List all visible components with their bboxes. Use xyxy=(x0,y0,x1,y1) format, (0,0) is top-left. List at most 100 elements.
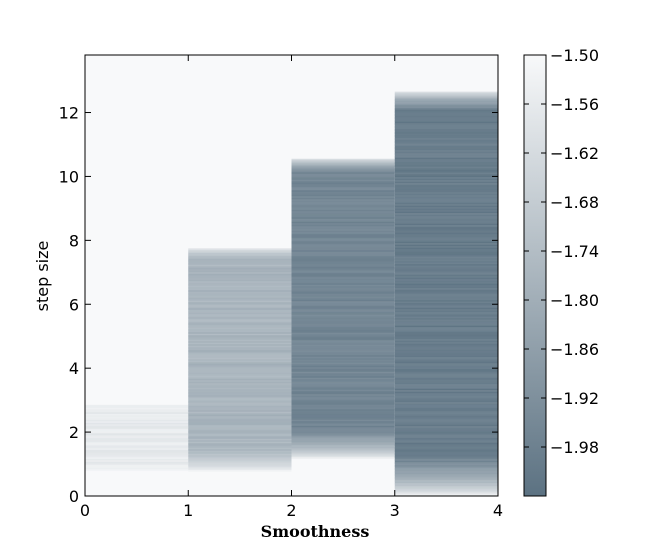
heatmap-cell xyxy=(394,235,498,238)
heatmap-cell xyxy=(291,404,395,407)
heatmap-cell xyxy=(291,338,395,341)
heatmap-cell xyxy=(188,363,292,366)
heatmap-cell xyxy=(394,364,498,367)
heatmap-cell xyxy=(394,426,498,428)
heatmap-cell xyxy=(394,322,498,325)
heatmap-cell xyxy=(188,452,292,455)
heatmap-cell xyxy=(291,209,395,212)
heatmap-cell xyxy=(85,439,189,442)
heatmap-cell xyxy=(394,346,498,349)
heatmap-cell xyxy=(291,235,395,238)
colorbar-tick-label: −1.62 xyxy=(550,144,599,163)
heatmap-cell xyxy=(291,457,395,460)
heatmap-cell xyxy=(291,263,395,266)
heatmap-cell xyxy=(394,294,498,296)
heatmap-cell xyxy=(291,185,395,188)
heatmap-cell xyxy=(188,257,292,260)
heatmap-cell xyxy=(291,394,395,397)
heatmap-cell xyxy=(394,295,498,298)
heatmap-cell xyxy=(394,429,498,431)
heatmap-cell xyxy=(291,245,395,248)
heatmap-cell xyxy=(85,449,189,452)
heatmap-cell xyxy=(188,252,292,255)
heatmap-cell xyxy=(291,307,395,310)
heatmap-cell xyxy=(188,444,292,447)
heatmap-cell xyxy=(291,389,395,392)
heatmap-cell xyxy=(188,272,292,275)
heatmap-cell xyxy=(394,408,498,410)
heatmap-cell xyxy=(188,465,292,468)
heatmap-cell xyxy=(394,331,498,334)
heatmap-cell xyxy=(394,441,498,443)
heatmap-cell xyxy=(291,214,395,217)
heatmap-cell xyxy=(291,182,395,185)
heatmap-cell xyxy=(291,355,395,358)
heatmap-cell xyxy=(291,217,395,220)
heatmap-cell xyxy=(188,354,292,357)
heatmap-cell xyxy=(291,241,395,244)
heatmap-cell xyxy=(394,486,498,488)
heatmap-cell xyxy=(394,141,498,143)
heatmap-cell xyxy=(188,393,292,396)
heatmap-cell xyxy=(394,435,498,437)
heatmap-cell xyxy=(291,244,395,247)
heatmap-cell xyxy=(394,123,498,125)
heatmap-cell xyxy=(394,430,498,433)
heatmap-cell xyxy=(394,174,498,176)
heatmap-cell xyxy=(85,436,189,439)
heatmap-cell xyxy=(188,405,292,408)
colorbar-tick-label: −1.86 xyxy=(550,340,599,359)
heatmap-cell xyxy=(394,396,498,398)
heatmap-cell xyxy=(291,169,395,172)
heatmap-cell xyxy=(394,129,498,131)
heatmap-cell xyxy=(291,280,395,283)
heatmap-cell xyxy=(394,409,498,412)
heatmap-cell xyxy=(291,361,395,364)
heatmap-cell xyxy=(291,287,395,290)
heatmap-cell xyxy=(291,335,395,338)
heatmap-cell xyxy=(394,262,498,265)
heatmap-cell xyxy=(291,289,395,292)
heatmap-cell xyxy=(394,324,498,326)
heatmap-cell xyxy=(291,311,395,314)
heatmap-cell xyxy=(188,339,292,342)
heatmap-cell xyxy=(394,106,498,109)
heatmap-cell xyxy=(394,448,498,451)
heatmap-cell xyxy=(394,205,498,208)
heatmap-cell xyxy=(394,310,498,313)
heatmap-cell xyxy=(291,218,395,221)
heatmap-cell xyxy=(291,350,395,353)
heatmap-cell xyxy=(394,274,498,277)
heatmap-cell xyxy=(291,325,395,328)
heatmap-cell xyxy=(394,387,498,389)
heatmap-cell xyxy=(85,440,189,443)
heatmap-cell xyxy=(188,303,292,306)
heatmap-cell xyxy=(394,157,498,160)
heatmap-cell xyxy=(188,458,292,461)
heatmap-cell xyxy=(188,467,292,470)
heatmap-cell xyxy=(188,447,292,450)
heatmap-cell xyxy=(291,181,395,184)
heatmap-cell xyxy=(394,325,498,328)
x-axis-label: Smoothness xyxy=(261,522,370,541)
heatmap-cell xyxy=(188,464,292,467)
heatmap-cell xyxy=(291,269,395,272)
heatmap-cell xyxy=(85,463,189,466)
heatmap-cell xyxy=(291,166,395,169)
heatmap-cell xyxy=(394,171,498,173)
heatmap-cell xyxy=(85,448,189,451)
heatmap-cell xyxy=(291,178,395,181)
heatmap-cell xyxy=(291,344,395,347)
heatmap-cell xyxy=(188,318,292,321)
x-tick-label: 4 xyxy=(493,501,503,520)
heatmap-cell xyxy=(85,416,189,419)
heatmap-cell xyxy=(394,439,498,442)
heatmap-cell xyxy=(291,167,395,170)
heatmap-cell xyxy=(394,459,498,461)
heatmap-cell xyxy=(394,172,498,175)
heatmap-cell xyxy=(394,243,498,245)
heatmap-cell xyxy=(394,493,498,496)
heatmap-cell xyxy=(394,471,498,473)
heatmap-cell xyxy=(291,412,395,415)
heatmap-cell xyxy=(291,349,395,352)
